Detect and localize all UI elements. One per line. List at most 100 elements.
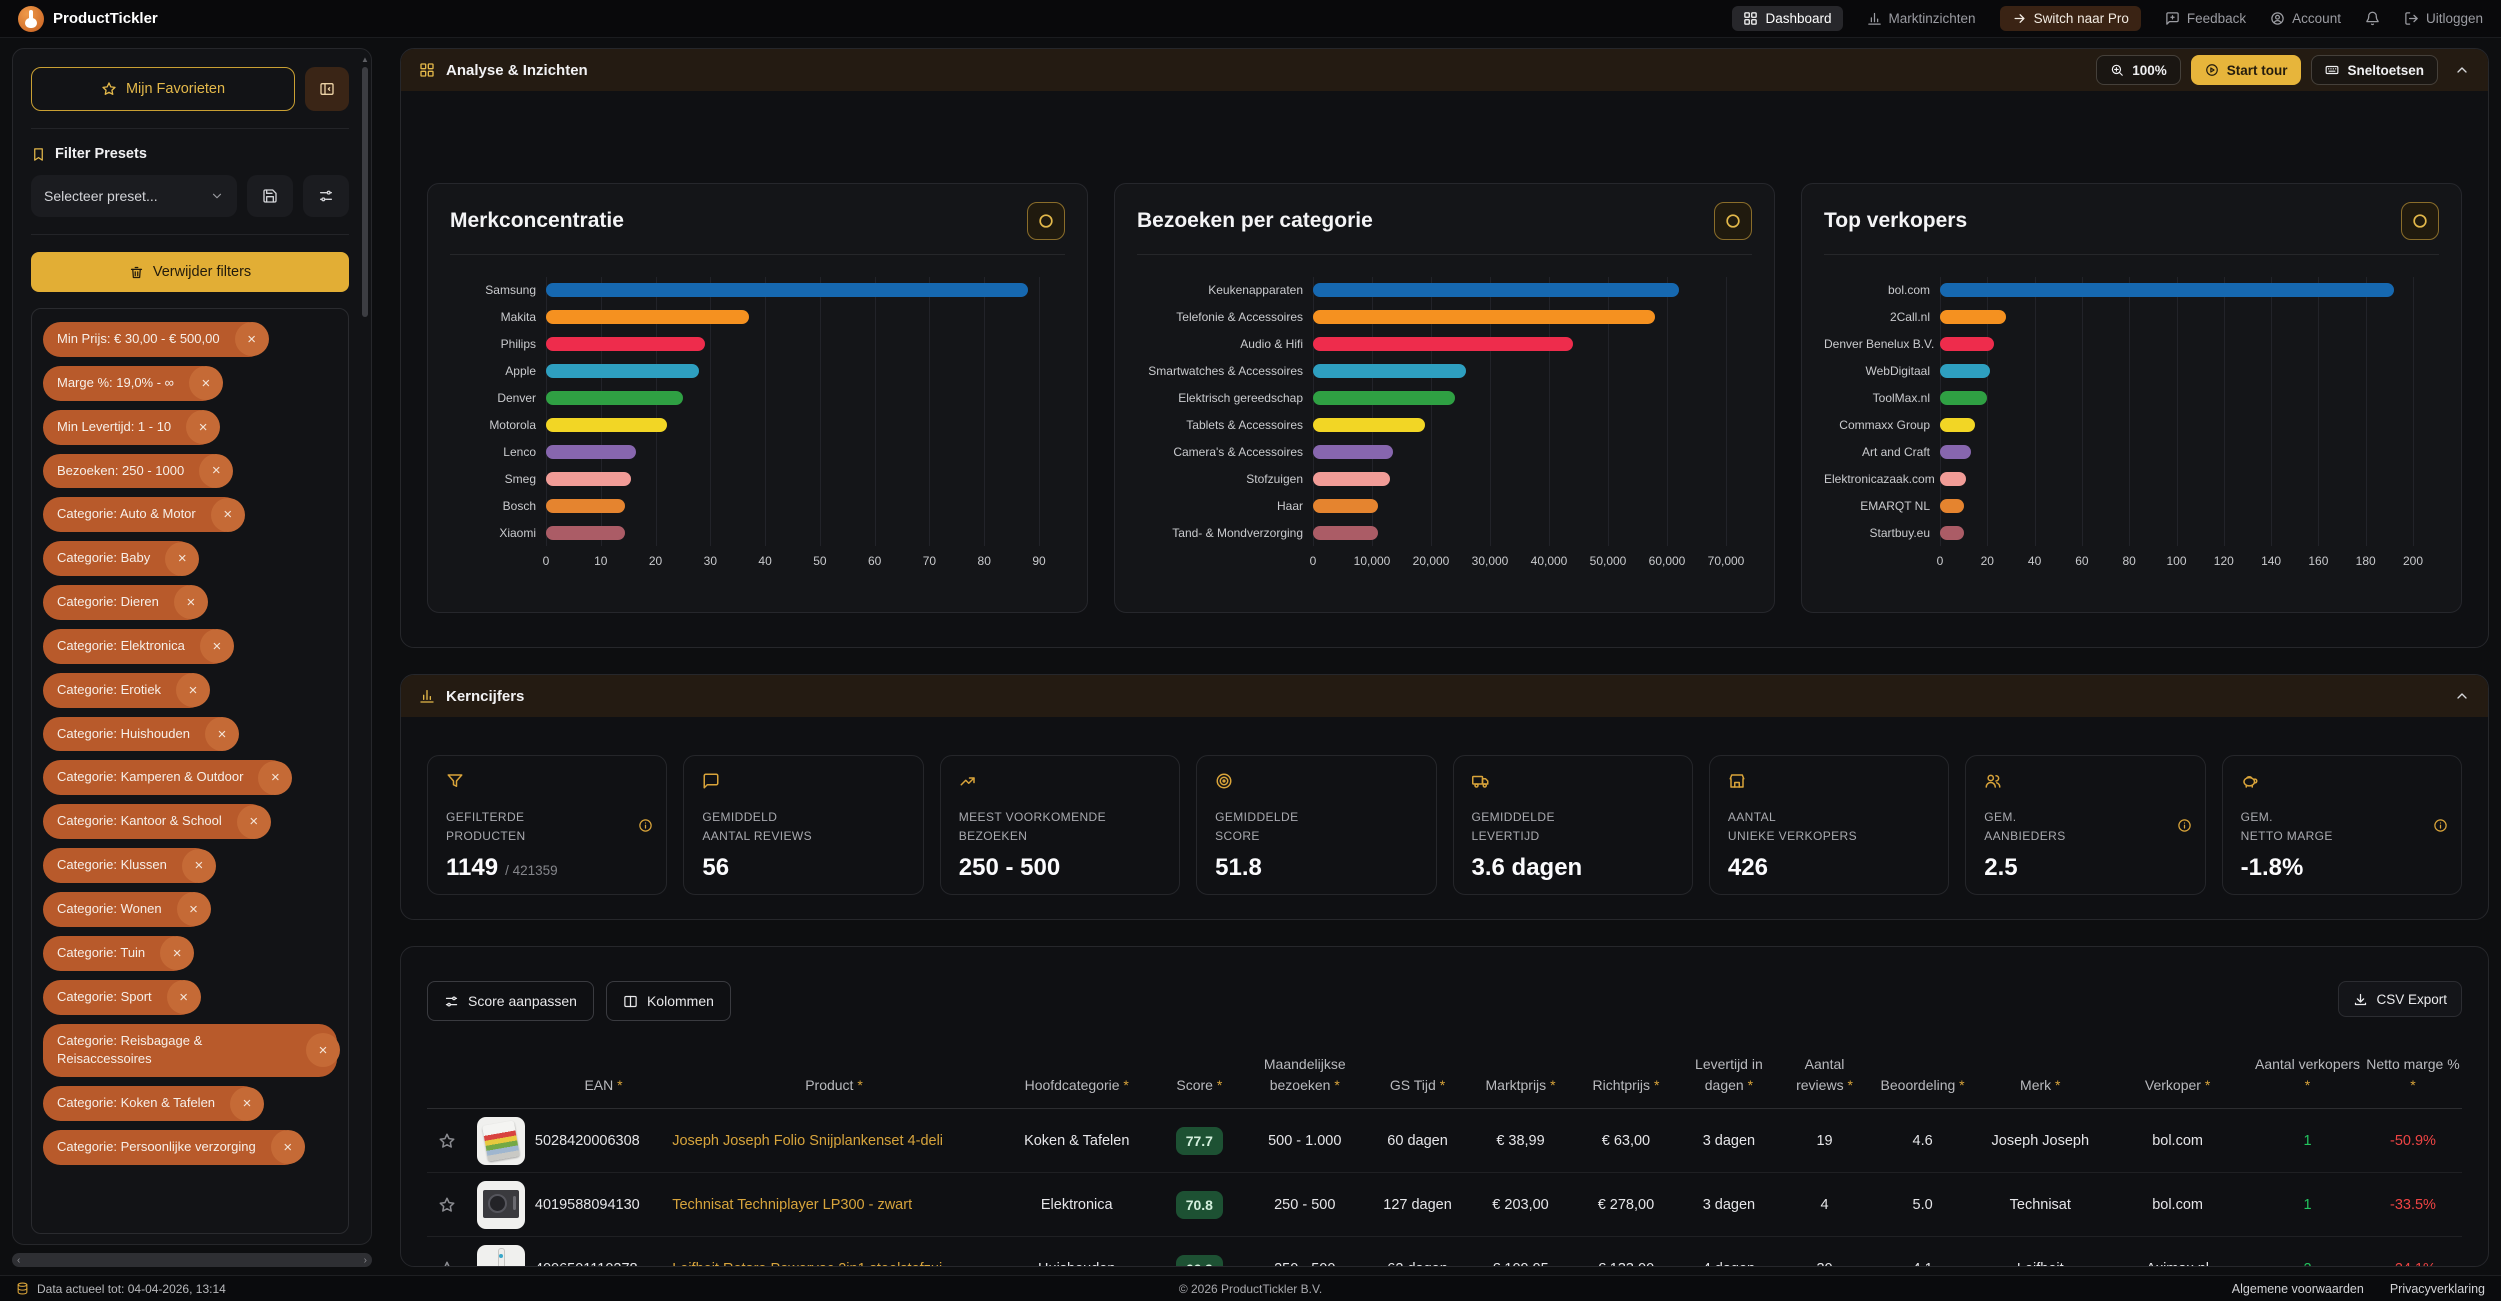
cell-maandelijkse-bezoeken: 250 - 500 xyxy=(1274,1196,1336,1213)
bar-label-camera-s-accessoires: Camera's & Accessoires xyxy=(1173,445,1303,459)
bar-commaxx-group xyxy=(1940,418,1976,432)
nav-marktinzichten[interactable]: Marktinzichten xyxy=(1867,11,1976,26)
filter-tag-label: Categorie: Reisbagage & Reisaccessoires xyxy=(57,1032,203,1067)
zoom-level-label: 100% xyxy=(2132,62,2167,78)
sidebar-vertical-scrollbar[interactable]: ▲ xyxy=(361,55,369,1236)
sidebar-horizontal-scrollbar[interactable]: ‹ › xyxy=(12,1253,372,1267)
remove-filter-button[interactable]: × xyxy=(188,366,223,401)
product-link[interactable]: Technisat Techniplayer LP300 - zwart xyxy=(672,1196,913,1213)
remove-filter-button[interactable]: × xyxy=(166,980,201,1015)
favorite-star-button[interactable] xyxy=(438,1196,456,1214)
remove-filter-button[interactable]: × xyxy=(176,892,211,927)
shortcuts-button[interactable]: Sneltoetsen xyxy=(2311,55,2438,85)
scroll-left-icon[interactable]: ‹ xyxy=(17,1254,21,1266)
terms-link[interactable]: Algemene voorwaarden xyxy=(2231,1281,2364,1296)
cell-score: 77.7 xyxy=(1158,1126,1241,1155)
required-asterisk: * xyxy=(1439,1076,1446,1093)
manage-presets-button[interactable] xyxy=(303,175,349,217)
chart-focus-button[interactable] xyxy=(2401,202,2439,240)
filter-tag-label: Categorie: Kamperen & Outdoor xyxy=(57,769,244,785)
cell-levertijd-in-dagen: 4 dagen xyxy=(1677,1261,1780,1267)
favorite-star-button[interactable] xyxy=(438,1260,456,1266)
required-asterisk: * xyxy=(1334,1076,1340,1093)
grid-icon xyxy=(419,62,435,78)
remove-filter-button[interactable]: × xyxy=(258,760,293,795)
favorite-star-button[interactable] xyxy=(438,1132,456,1150)
preset-select[interactable]: Selecteer preset... xyxy=(31,175,237,217)
my-favorites-button[interactable]: Mijn Favorieten xyxy=(31,67,295,111)
filter-sidebar: Mijn Favorieten Filter Presets Selecteer… xyxy=(12,48,372,1267)
cell-aantal-verkopers: 1 xyxy=(2251,1197,2364,1213)
csv-export-button[interactable]: CSV Export xyxy=(2338,981,2462,1017)
footer: Data actueel tot: 04-04-2026, 13:14 © 20… xyxy=(0,1275,2501,1301)
collapse-kerncijfers-button[interactable] xyxy=(2454,688,2470,704)
zoom-level-button[interactable]: 100% xyxy=(2096,55,2181,85)
filter-tag-categorie-wonen: Categorie: Wonen × xyxy=(43,891,211,927)
remove-filter-button[interactable]: × xyxy=(199,629,234,664)
remove-filter-button[interactable]: × xyxy=(210,497,245,532)
info-icon[interactable] xyxy=(2433,818,2448,833)
cell-netto-marge: -24.1% xyxy=(2364,1261,2462,1267)
plot-area: Keukenapparaten Telefonie & Accessoires Au… xyxy=(1137,277,1752,546)
remove-filter-button[interactable]: × xyxy=(236,804,271,839)
remove-filter-button[interactable]: × xyxy=(234,322,269,357)
start-tour-button[interactable]: Start tour xyxy=(2190,55,2302,85)
truck-icon xyxy=(1471,772,1490,790)
cell-merk: Leifheit xyxy=(1977,1261,2105,1267)
cell-aantal-reviews: 30 xyxy=(1780,1261,1868,1267)
bar-label-stofzuigen: Stofzuigen xyxy=(1246,472,1303,486)
notifications-button[interactable] xyxy=(2365,11,2380,26)
filter-tag-label: Categorie: Dieren xyxy=(57,594,159,610)
brand-name: ProductTickler xyxy=(53,10,158,27)
remove-filter-button[interactable]: × xyxy=(199,453,234,488)
remove-filter-button[interactable]: × xyxy=(176,673,211,708)
chart-focus-button[interactable] xyxy=(1027,202,1065,240)
nav-feedback[interactable]: Feedback xyxy=(2165,11,2246,26)
remove-filter-button[interactable]: × xyxy=(270,1130,305,1165)
sidebar-collapse-button[interactable] xyxy=(305,67,349,111)
remove-filter-button[interactable]: × xyxy=(204,717,239,752)
nav-account[interactable]: Account xyxy=(2270,11,2341,26)
logout-button[interactable]: Uitloggen xyxy=(2404,11,2483,26)
cell-ean: 4006501110278 xyxy=(535,1261,672,1267)
filter-tag-label: Marge %: 19,0% - ∞ xyxy=(57,374,174,390)
x-axis-wrap: 0 10 20 30 40 50 60 70 80 90 xyxy=(450,540,1065,570)
product-link[interactable]: Joseph Joseph Folio Snijplankenset 4-del… xyxy=(672,1132,944,1149)
bar-label-bosch: Bosch xyxy=(502,499,536,513)
nav-switch-naar-pro[interactable]: Switch naar Pro xyxy=(1999,6,2141,31)
remove-filter-button[interactable]: × xyxy=(173,585,208,620)
remove-filter-button[interactable]: × xyxy=(306,1033,340,1068)
remove-filter-button[interactable]: × xyxy=(186,410,221,445)
nav-dashboard[interactable]: Dashboard xyxy=(1732,6,1843,31)
adjust-score-button[interactable]: Score aanpassen xyxy=(427,981,594,1021)
scroll-right-icon[interactable]: › xyxy=(363,1254,367,1266)
cell-ean: 5028420006308 xyxy=(534,1132,640,1149)
adjust-score-label: Score aanpassen xyxy=(468,993,577,1009)
play-circle-icon xyxy=(2205,63,2219,77)
remove-filter-button[interactable]: × xyxy=(181,848,216,883)
clear-filters-button[interactable]: Verwijder filters xyxy=(31,252,349,292)
save-preset-button[interactable] xyxy=(247,175,293,217)
main-content: Analyse & Inzichten 100% Start tour Snel… xyxy=(400,48,2489,1267)
stat-value-number: 51.8 xyxy=(1215,854,1262,882)
privacy-link[interactable]: Privacyverklaring xyxy=(2389,1281,2485,1296)
remove-filter-button[interactable]: × xyxy=(165,541,200,576)
cell-netto-marge: -50.9% xyxy=(2364,1133,2462,1149)
cell-richtprijs: € 278,00 xyxy=(1597,1196,1655,1213)
product-link[interactable]: Leifheit Rotaro Powervac 2in1 steelstofz… xyxy=(672,1261,996,1267)
columns-button[interactable]: Kolommen xyxy=(605,981,731,1021)
chart-focus-button[interactable] xyxy=(1714,202,1752,240)
clear-filters-label: Verwijder filters xyxy=(152,264,252,280)
remove-filter-button[interactable]: × xyxy=(230,1086,265,1121)
bars-area xyxy=(1940,277,2439,546)
x-tick: 70 xyxy=(922,554,937,568)
cell-maandelijkse-bezoeken: 500 - 1.000 xyxy=(1268,1132,1342,1149)
collapse-analytics-button[interactable] xyxy=(2454,62,2470,78)
info-icon[interactable] xyxy=(638,818,653,833)
remove-filter-button[interactable]: × xyxy=(160,936,195,971)
grid-icon xyxy=(1743,11,1758,26)
info-icon[interactable] xyxy=(2177,818,2192,833)
stats-row: GEFILTERDE PRODUCTEN 1149 / 421359 GEMIDDEL… xyxy=(401,717,2488,919)
save-icon xyxy=(262,188,278,204)
bar-startbuy-eu xyxy=(1940,526,1964,540)
